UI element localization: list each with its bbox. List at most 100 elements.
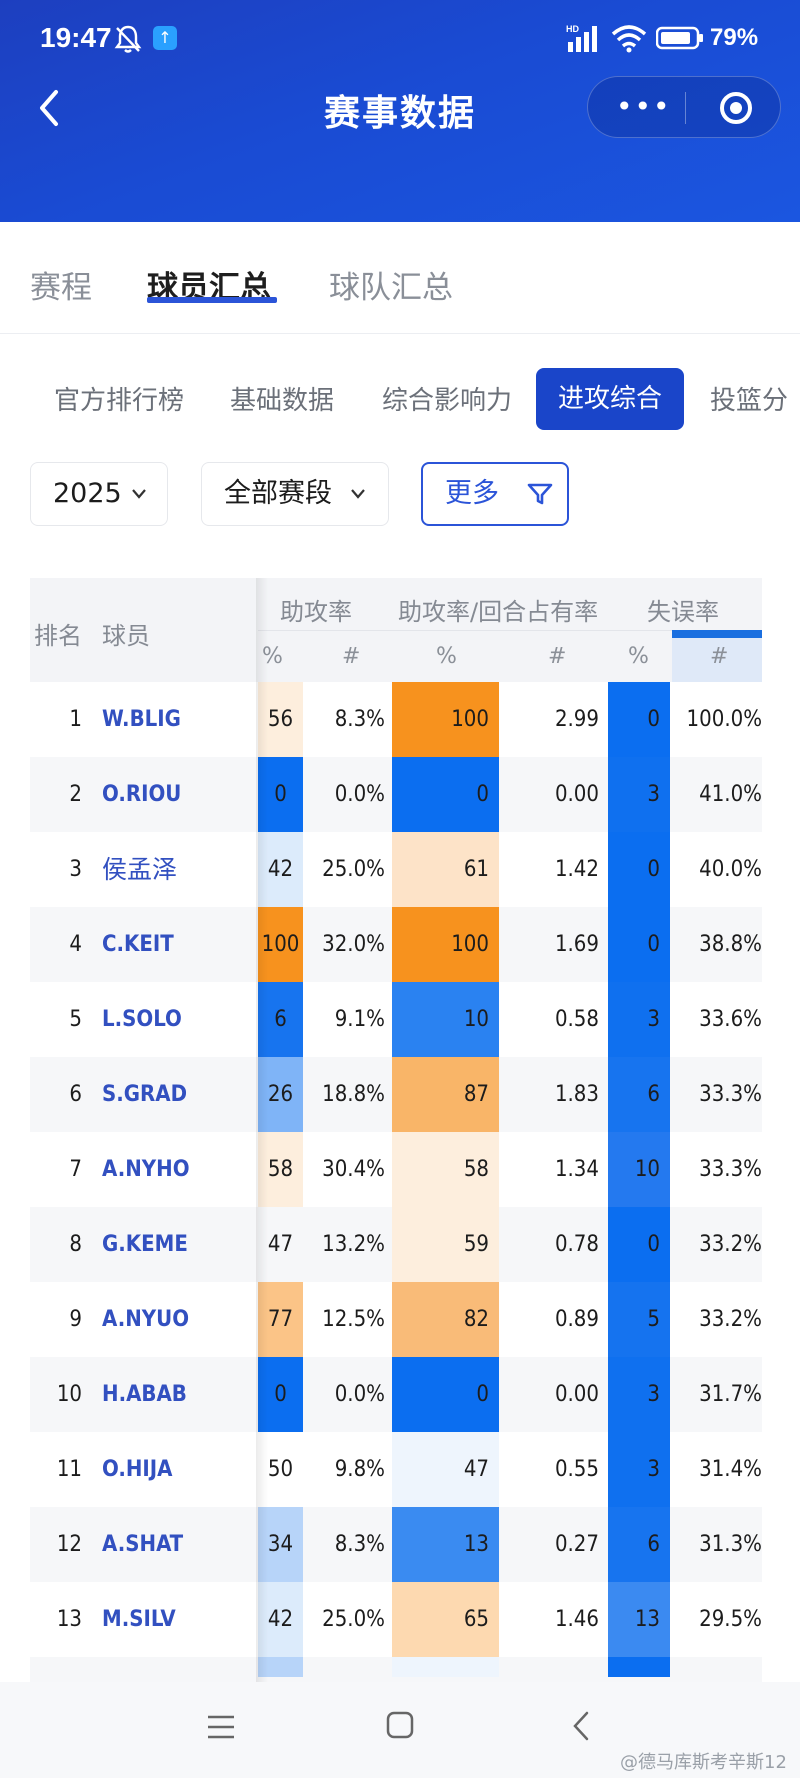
assist-rate-pct-cell: [258, 1657, 303, 1677]
table-row[interactable]: 9 A.NYUO 77 12.5% 82 0.89 5 33.2%: [30, 1282, 762, 1357]
table-row[interactable]: 13 M.SILV 42 25.0% 65 1.46 13 29.5%: [30, 1582, 762, 1657]
turnover-pct-cell: 5: [608, 1282, 670, 1357]
turnover-rate-cell: 33.6%: [699, 1007, 762, 1032]
turnover-rate-cell: 40.0%: [699, 857, 762, 882]
tab-team-summary[interactable]: 球队汇总: [329, 270, 453, 306]
turnover-rate-cell: 38.8%: [699, 932, 762, 957]
sub-header-num[interactable]: #: [548, 644, 567, 669]
table-row[interactable]: 4 C.KEIT 100 32.0% 100 1.69 0 38.8%: [30, 907, 762, 982]
season-dropdown[interactable]: 2025: [30, 462, 168, 526]
player-link[interactable]: G.KEME: [102, 1232, 188, 1257]
assist-usage-cell: 1.83: [554, 1082, 599, 1107]
player-link[interactable]: O.RIOU: [102, 782, 182, 807]
turnover-rate-cell: 33.2%: [699, 1232, 762, 1257]
assist-rate-pct-cell: 42: [258, 1582, 303, 1657]
sub-header-pct[interactable]: %: [262, 644, 283, 669]
assist-rate-cell: 12.5%: [322, 1307, 385, 1332]
assist-rate-cell: 0.0%: [334, 1382, 385, 1407]
assist-rate-pct-cell: 0: [258, 1357, 303, 1432]
active-tab-underline: [147, 297, 277, 303]
more-filter-button[interactable]: 更多: [421, 462, 569, 526]
table-row[interactable]: 11 O.HIJA 50 9.8% 47 0.55 3 31.4%: [30, 1432, 762, 1507]
subtab-offense-overall[interactable]: 进攻综合: [536, 368, 685, 430]
turnover-pct-cell: 0: [608, 682, 670, 757]
subtab-official-rankings[interactable]: 官方排行榜: [54, 386, 185, 416]
sub-header-pct[interactable]: %: [436, 644, 457, 669]
turnover-rate-cell: 33.3%: [699, 1157, 762, 1182]
player-link[interactable]: M.SILV: [102, 1607, 176, 1632]
assist-usage-cell: 2.99: [554, 707, 599, 732]
header-player[interactable]: 球员: [102, 622, 150, 650]
sub-tabs: 官方排行榜 基础数据 综合影响力 进攻综合 投篮分: [0, 368, 800, 434]
rank-cell: 1: [69, 707, 82, 732]
table-row[interactable]: 12 A.SHAT 34 8.3% 13 0.27 6 31.3%: [30, 1507, 762, 1582]
rank-cell: 6: [69, 1082, 82, 1107]
stage-dropdown[interactable]: 全部赛段: [201, 462, 389, 526]
rank-cell: 4: [69, 932, 82, 957]
assist-usage-pct-cell: 58: [392, 1132, 499, 1207]
header-rank[interactable]: 排名: [34, 622, 82, 650]
player-link[interactable]: 侯孟泽: [102, 855, 178, 884]
stats-table: 排名 球员 助攻率 助攻率/回合占有率 失误率 % # % # % # 1 W.…: [30, 578, 762, 1682]
player-link[interactable]: W.BLIG: [102, 707, 181, 732]
header-assist-usage[interactable]: 助攻率/回合占有率: [398, 598, 599, 626]
turnover-pct-cell: [608, 1657, 670, 1677]
table-row[interactable]: 3 侯孟泽 42 25.0% 61 1.42 0 40.0%: [30, 832, 762, 907]
player-link[interactable]: C.KEIT: [102, 932, 174, 957]
assist-usage-cell: 1.34: [554, 1157, 599, 1182]
table-row[interactable]: 6 S.GRAD 26 18.8% 87 1.83 6 33.3%: [30, 1057, 762, 1132]
close-target-icon[interactable]: [718, 90, 754, 126]
back-icon[interactable]: [570, 1710, 592, 1742]
tab-schedule[interactable]: 赛程: [30, 270, 92, 306]
turnover-pct-cell: 3: [608, 982, 670, 1057]
player-link[interactable]: A.NYUO: [102, 1307, 190, 1332]
assist-rate-pct-cell: 77: [258, 1282, 303, 1357]
sub-header-pct[interactable]: %: [628, 644, 649, 669]
assist-rate-cell: 8.3%: [334, 1532, 385, 1557]
table-row[interactable]: 8 G.KEME 47 13.2% 59 0.78 0 33.2%: [30, 1207, 762, 1282]
subtab-basic-stats[interactable]: 基础数据: [230, 386, 335, 416]
menu-icon[interactable]: [206, 1712, 236, 1742]
player-link[interactable]: A.SHAT: [102, 1532, 184, 1557]
miniprogram-capsule: •••: [587, 76, 781, 138]
header-turnover-rate[interactable]: 失误率: [647, 598, 719, 626]
header-assist-rate[interactable]: 助攻率: [280, 598, 352, 626]
player-link[interactable]: S.GRAD: [102, 1082, 188, 1107]
upload-notification-icon: ↑: [153, 26, 177, 50]
sorted-column-header-bg: [672, 630, 762, 682]
table-row[interactable]: 1 W.BLIG 56 8.3% 100 2.99 0 100.0%: [30, 682, 762, 757]
page-title: 赛事数据: [323, 93, 476, 134]
assist-rate-cell: 18.8%: [322, 1082, 385, 1107]
player-link[interactable]: A.NYHO: [102, 1157, 190, 1182]
player-link[interactable]: L.SOLO: [102, 1007, 182, 1032]
rank-cell: 8: [69, 1232, 82, 1257]
assist-usage-cell: 0.55: [554, 1457, 599, 1482]
turnover-pct-cell: 10: [608, 1132, 670, 1207]
chevron-down-icon: [351, 489, 365, 499]
player-link[interactable]: O.HIJA: [102, 1457, 173, 1482]
filter-bar: 2025 全部赛段 更多: [0, 462, 800, 528]
assist-usage-pct-cell: 47: [392, 1432, 499, 1507]
assist-usage-cell: 1.46: [554, 1607, 599, 1632]
turnover-rate-cell: 41.0%: [699, 782, 762, 807]
player-link[interactable]: H.ABAB: [102, 1382, 187, 1407]
more-menu-icon[interactable]: •••: [616, 90, 672, 123]
table-row[interactable]: 10 H.ABAB 0 0.0% 0 0.00 3 31.7%: [30, 1357, 762, 1432]
table-row[interactable]: 7 A.NYHO 58 30.4% 58 1.34 10 33.3%: [30, 1132, 762, 1207]
main-panel: 赛程 球员汇总 球队汇总 官方排行榜 基础数据 综合影响力 进攻综合 投篮分 2…: [0, 222, 800, 1682]
status-time: 19:47: [40, 22, 112, 53]
sub-header-num-sorted[interactable]: #: [710, 644, 729, 669]
subtab-shooting[interactable]: 投篮分: [710, 386, 789, 416]
turnover-rate-cell: 100.0%: [686, 707, 762, 732]
assist-rate-cell: 8.3%: [334, 707, 385, 732]
turnover-rate-cell: 33.2%: [699, 1307, 762, 1332]
table-row[interactable]: 2 O.RIOU 0 0.0% 0 0.00 3 41.0%: [30, 757, 762, 832]
rank-cell: 11: [56, 1457, 82, 1482]
sub-header-num[interactable]: #: [342, 644, 361, 669]
assist-rate-pct-cell: 42: [258, 832, 303, 907]
home-icon[interactable]: [385, 1710, 415, 1740]
back-arrow-icon[interactable]: [34, 88, 64, 128]
turnover-pct-cell: 3: [608, 757, 670, 832]
subtab-overall-impact[interactable]: 综合影响力: [382, 386, 513, 416]
table-row[interactable]: 5 L.SOLO 6 9.1% 10 0.58 3 33.6%: [30, 982, 762, 1057]
